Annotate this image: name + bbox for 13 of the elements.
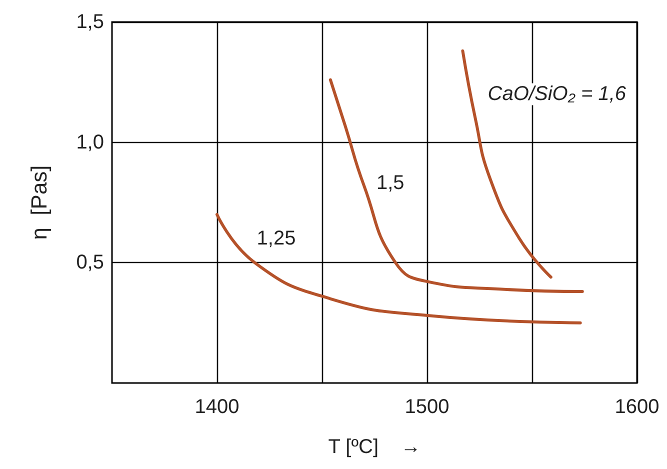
- line-series: [216, 213, 582, 324]
- annotation: 1,25: [256, 228, 296, 250]
- y-tick-label: 1,5: [76, 11, 104, 33]
- annotation: CaO/SiO₂ = 1,6: [488, 83, 627, 106]
- y-axis-title: η [Pas]: [26, 165, 52, 240]
- x-tick-label: 1500: [404, 396, 450, 418]
- x-tick-label: 1600: [614, 396, 660, 418]
- line-series: [328, 78, 584, 294]
- y-tick-label: 1,0: [76, 131, 104, 154]
- x-axis-title: T [ºC] →: [328, 436, 421, 458]
- x-tick-label: 1400: [194, 396, 240, 418]
- annotation: 1,5: [376, 172, 404, 194]
- y-tick-label: 0,5: [76, 252, 104, 274]
